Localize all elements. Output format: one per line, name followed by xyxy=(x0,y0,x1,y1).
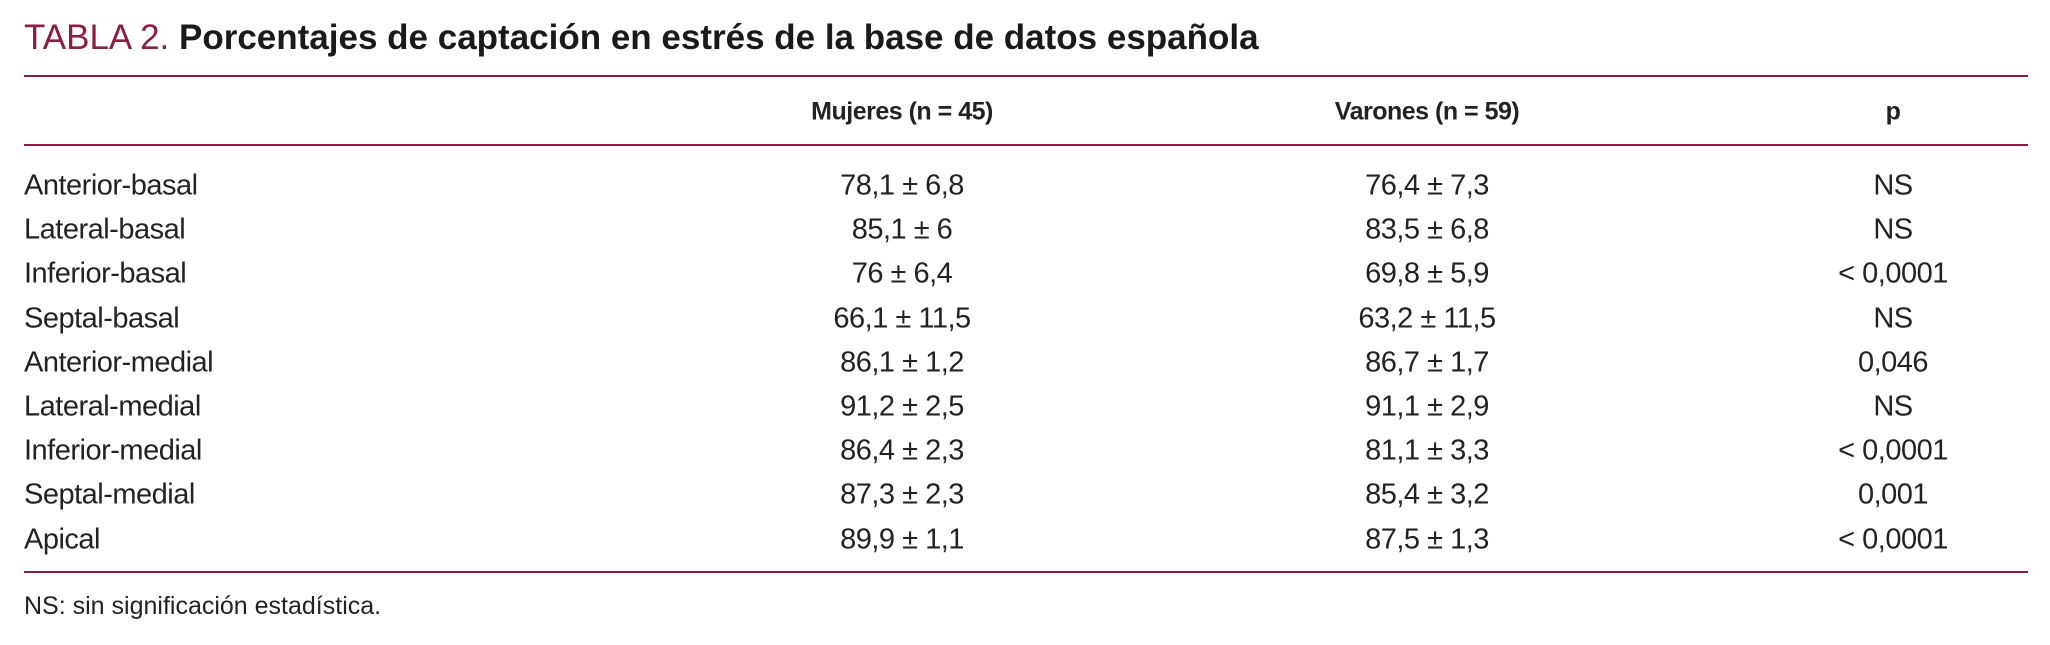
title-text: Porcentajes de captación en estrés de la… xyxy=(179,18,1259,57)
row-label: Lateral-medial xyxy=(24,390,201,423)
cell-value: 0,046 xyxy=(1857,346,1929,379)
cell-value: 86,7 ± 1,7 xyxy=(1365,346,1489,379)
cell-value: 91,2 ± 2,5 xyxy=(840,390,964,423)
cell-value: 86,4 ± 2,3 xyxy=(840,434,964,467)
cell-value: NS xyxy=(1873,390,1913,423)
cell-value: 83,5 ± 6,8 xyxy=(1365,213,1489,246)
cell-value: < 0,0001 xyxy=(1838,434,1948,467)
cell-value: 89,9 ± 1,1 xyxy=(840,523,964,556)
row-label: Inferior-medial xyxy=(24,434,202,467)
top-rule xyxy=(24,75,2028,77)
cell-value: 78,1 ± 6,8 xyxy=(840,169,964,202)
footnote: NS: sin significación estadística. xyxy=(24,592,382,620)
cell-value: 69,8 ± 5,9 xyxy=(1365,257,1489,290)
cell-value: 85,4 ± 3,2 xyxy=(1365,478,1489,511)
cell-value: 87,3 ± 2,3 xyxy=(840,478,964,511)
cell-value: 76,4 ± 7,3 xyxy=(1365,169,1489,202)
cell-value: < 0,0001 xyxy=(1838,523,1948,556)
cell-value: NS xyxy=(1873,169,1913,202)
cell-value: 66,1 ± 11,5 xyxy=(833,302,971,335)
row-label: Anterior-medial xyxy=(24,346,214,379)
header-rule xyxy=(24,144,2028,146)
row-label: Inferior-basal xyxy=(24,257,187,290)
row-label: Lateral-basal xyxy=(24,213,186,246)
cell-value: 91,1 ± 2,9 xyxy=(1365,390,1489,423)
cell-value: NS xyxy=(1873,213,1913,246)
title-label: TABLA 2. xyxy=(24,18,170,57)
table-title: TABLA 2. Porcentajes de captación en est… xyxy=(24,18,1259,58)
row-label: Apical xyxy=(24,523,101,556)
cell-value: 86,1 ± 1,2 xyxy=(840,346,964,379)
column-header: Varones (n = 59) xyxy=(1334,97,1520,126)
cell-value: < 0,0001 xyxy=(1838,257,1948,290)
cell-value: NS xyxy=(1873,302,1913,335)
column-header: p xyxy=(1885,97,1901,126)
cell-value: 85,1 ± 6 xyxy=(851,213,953,246)
cell-value: 87,5 ± 1,3 xyxy=(1365,523,1489,556)
bottom-rule xyxy=(24,571,2028,573)
column-header: Mujeres (n = 45) xyxy=(811,97,993,126)
cell-value: 81,1 ± 3,3 xyxy=(1365,434,1489,467)
row-label: Septal-basal xyxy=(24,302,180,335)
cell-value: 76 ± 6,4 xyxy=(851,257,953,290)
cell-value: 63,2 ± 11,5 xyxy=(1358,302,1496,335)
cell-value: 0,001 xyxy=(1857,478,1929,511)
row-label: Anterior-basal xyxy=(24,169,198,202)
row-label: Septal-medial xyxy=(24,478,195,511)
